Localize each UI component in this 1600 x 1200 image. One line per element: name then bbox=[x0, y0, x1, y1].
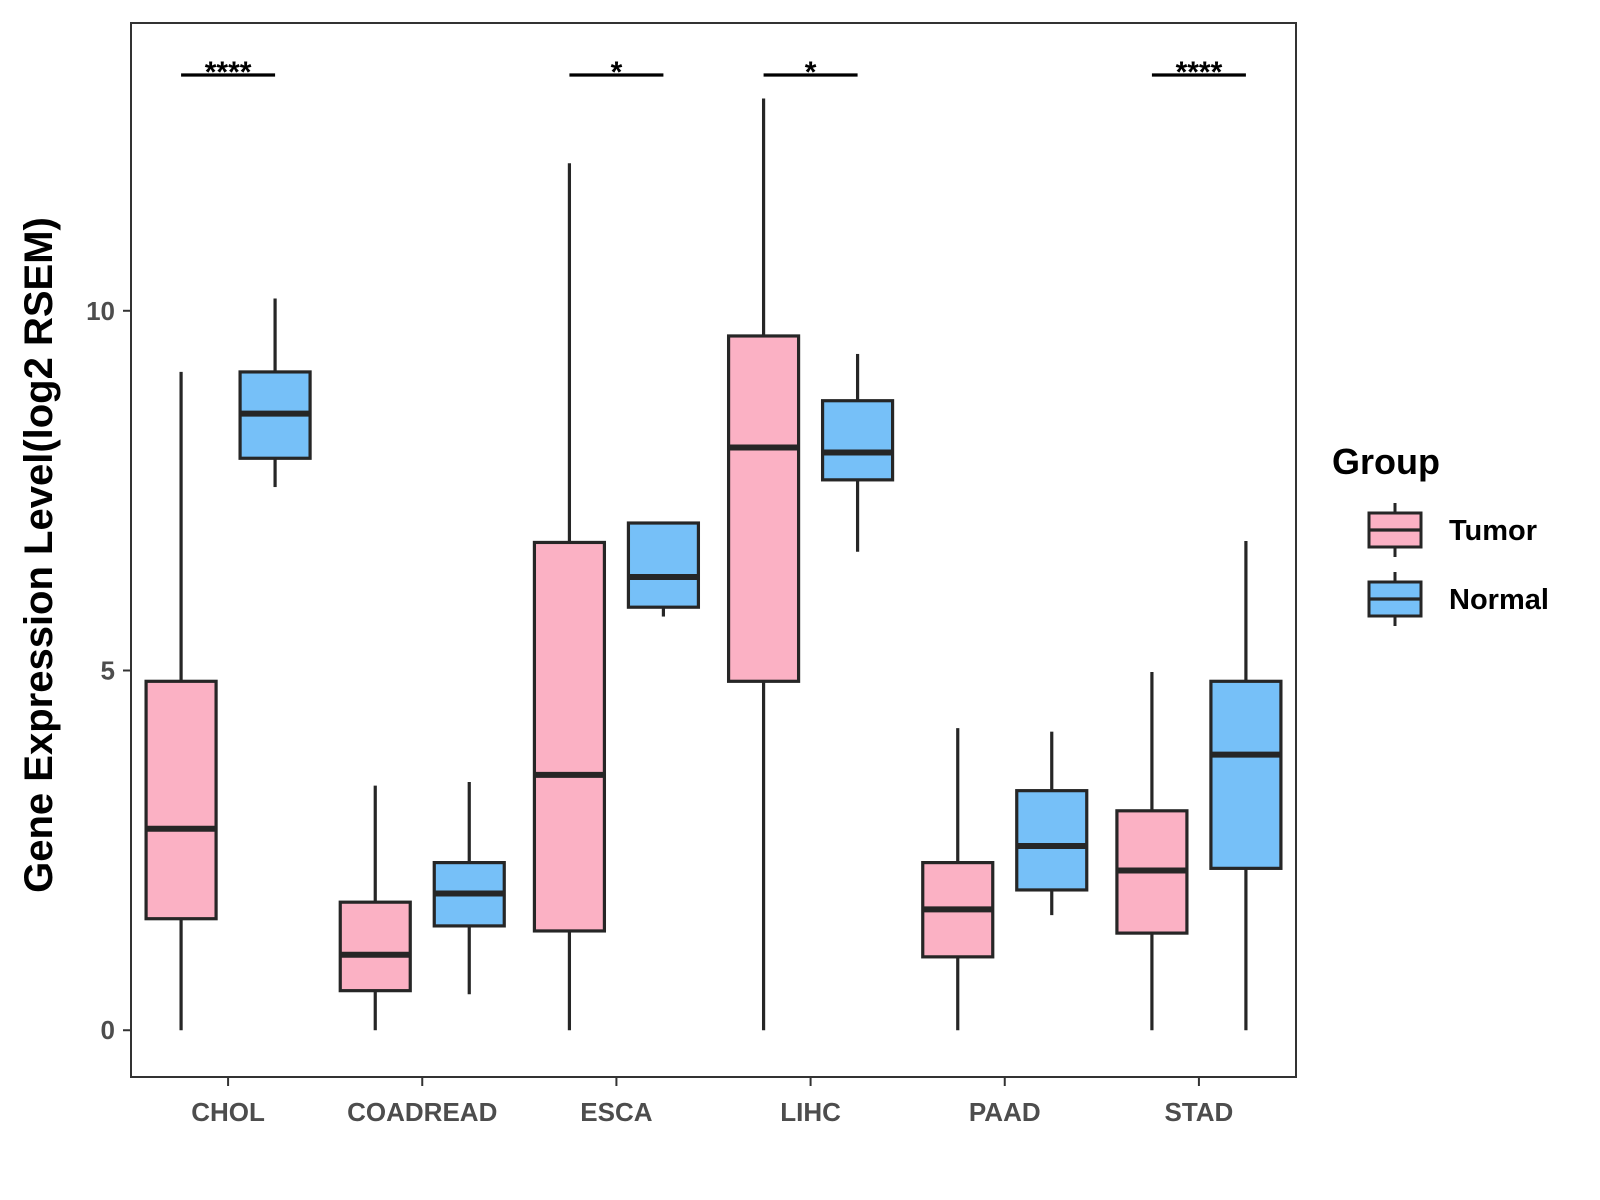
x-tick-label: ESCA bbox=[580, 1097, 652, 1127]
box-tumor-paad bbox=[921, 728, 995, 1031]
significance-label: * bbox=[611, 56, 623, 89]
box-normal-paad bbox=[1015, 731, 1089, 916]
y-tick-label: 10 bbox=[86, 296, 115, 326]
x-tick-label: LIHC bbox=[780, 1097, 841, 1127]
box-tumor-lihc bbox=[726, 98, 801, 1031]
y-tick-label: 5 bbox=[101, 656, 115, 686]
box-body bbox=[1209, 679, 1283, 870]
legend-key-normal bbox=[1367, 572, 1423, 626]
legend-label-tumor: Tumor bbox=[1449, 515, 1537, 547]
box-tumor-stad bbox=[1115, 671, 1189, 1031]
box-normal-chol bbox=[238, 298, 312, 488]
box-body bbox=[1015, 789, 1089, 892]
y-tick-label: 0 bbox=[101, 1015, 115, 1045]
box-tumor-esca bbox=[532, 163, 607, 1031]
box-normal-lihc bbox=[820, 353, 895, 552]
x-tick-label: CHOL bbox=[191, 1097, 265, 1127]
box-normal-stad bbox=[1209, 541, 1283, 1031]
box-body bbox=[820, 399, 895, 482]
legend-label-normal: Normal bbox=[1449, 584, 1549, 616]
x-tick-label: PAAD bbox=[969, 1097, 1041, 1127]
x-tick-label: COADREAD bbox=[347, 1097, 497, 1127]
box-normal-coadread bbox=[432, 782, 506, 995]
legend-key-tumor bbox=[1367, 503, 1423, 557]
legend: Group Tumor Normal bbox=[1332, 441, 1549, 626]
x-tick-label: STAD bbox=[1164, 1097, 1233, 1127]
box-tumor-coadread bbox=[338, 785, 412, 1031]
y-axis-label: Gene Expression Level(log2 RSEM) bbox=[17, 217, 61, 893]
legend-title: Group bbox=[1332, 441, 1440, 482]
box-tumor-chol bbox=[144, 371, 218, 1031]
significance-label: **** bbox=[205, 56, 252, 89]
significance-label: * bbox=[805, 56, 817, 89]
box-body bbox=[726, 334, 801, 683]
box-body bbox=[532, 540, 607, 933]
box-body bbox=[144, 679, 218, 921]
significance-label: **** bbox=[1176, 56, 1223, 89]
box-normal-esca bbox=[626, 521, 701, 617]
box-body bbox=[338, 900, 412, 993]
box-body bbox=[626, 521, 701, 609]
panel-border bbox=[130, 22, 1297, 1078]
